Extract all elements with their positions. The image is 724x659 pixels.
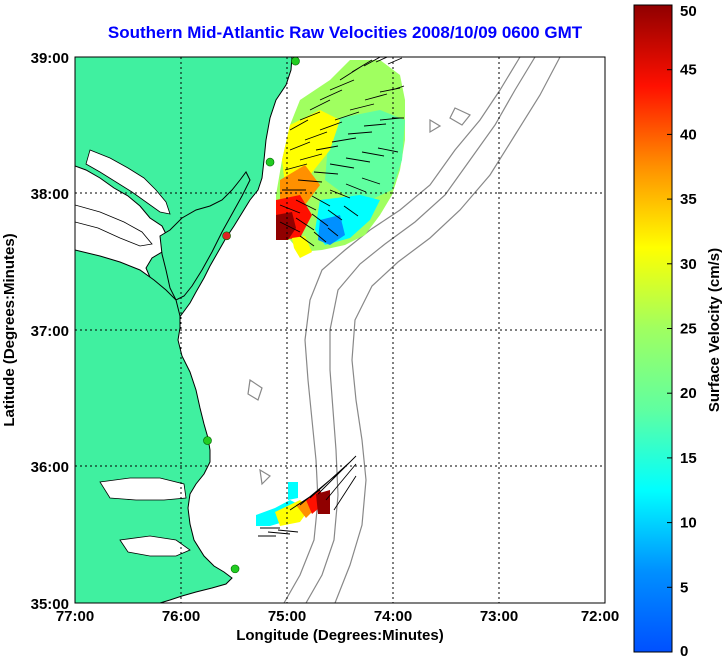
station-marker	[265, 157, 275, 167]
velocity-region-south	[256, 482, 330, 526]
colorbar-tick-label: 35	[680, 191, 697, 208]
land-delmarva-tip	[159, 171, 251, 301]
colorbar-tick-label: 30	[680, 256, 697, 273]
y-tick-labels: 39:00 38:00 37:00 36:00 35:00	[31, 50, 69, 613]
colorbar-label: Surface Velocity (cm/s)	[706, 248, 723, 412]
colorbar-tick-label: 10	[680, 515, 697, 532]
colorbar-tick-label: 40	[680, 126, 697, 143]
colorbar-tick-label: 5	[680, 579, 688, 596]
land-mainland	[75, 57, 293, 323]
colorbar-tick-label: 50	[680, 3, 697, 20]
x-tick-label: 73:00	[480, 608, 518, 625]
colorbar-tick-label: 0	[680, 643, 688, 659]
y-tick-label: 37:00	[31, 323, 69, 340]
y-tick-label: 35:00	[31, 596, 69, 613]
station-markers	[203, 57, 300, 574]
x-axis-label: Longitude (Degrees:Minutes)	[236, 627, 444, 644]
grid	[75, 57, 605, 603]
colorbar: 0 5 10 15 20 25 30 35 40 45 50 Surface Velocity (c…	[633, 3, 723, 659]
bay-channel	[85, 149, 171, 215]
colorbar-ticks: 0 5 10 15 20 25 30 35 40 45 50	[667, 3, 697, 659]
x-tick-label: 75:00	[268, 608, 306, 625]
colorbar-tick-label: 25	[680, 321, 697, 338]
bay-channel-2	[75, 204, 153, 247]
x-tick-label: 74:00	[374, 608, 412, 625]
x-tick-label: 77:00	[56, 608, 94, 625]
x-tick-label: 72:00	[581, 608, 619, 625]
station-marker	[291, 57, 300, 66]
velocity-region-north	[276, 60, 405, 258]
plot-frame	[74, 56, 606, 604]
colorbar-tick-label: 45	[680, 62, 697, 79]
colorbar-tick-label: 15	[680, 450, 697, 467]
x-tick-labels: 77:00 76:00 75:00 74:00 73:00 72:00	[56, 608, 619, 625]
y-axis-label: Latitude (Degrees:Minutes)	[1, 233, 18, 426]
station-marker	[222, 231, 231, 241]
colorbar-tick-label: 20	[680, 385, 697, 402]
y-tick-label: 39:00	[31, 50, 69, 67]
colorbar-gradient	[633, 4, 673, 653]
sound-channel-2	[119, 535, 191, 557]
y-tick-label: 36:00	[31, 459, 69, 476]
velocity-arrows-north	[279, 57, 405, 247]
sound-channel	[99, 477, 187, 501]
station-marker	[230, 564, 240, 574]
map-plot	[74, 56, 606, 604]
station-marker	[203, 436, 212, 445]
map-title: Southern Mid-Atlantic Raw Velocities 200…	[108, 23, 583, 42]
velocity-arrows-south	[258, 455, 357, 537]
x-tick-label: 76:00	[162, 608, 200, 625]
land-virginia	[75, 249, 233, 603]
y-tick-label: 38:00	[31, 186, 69, 203]
